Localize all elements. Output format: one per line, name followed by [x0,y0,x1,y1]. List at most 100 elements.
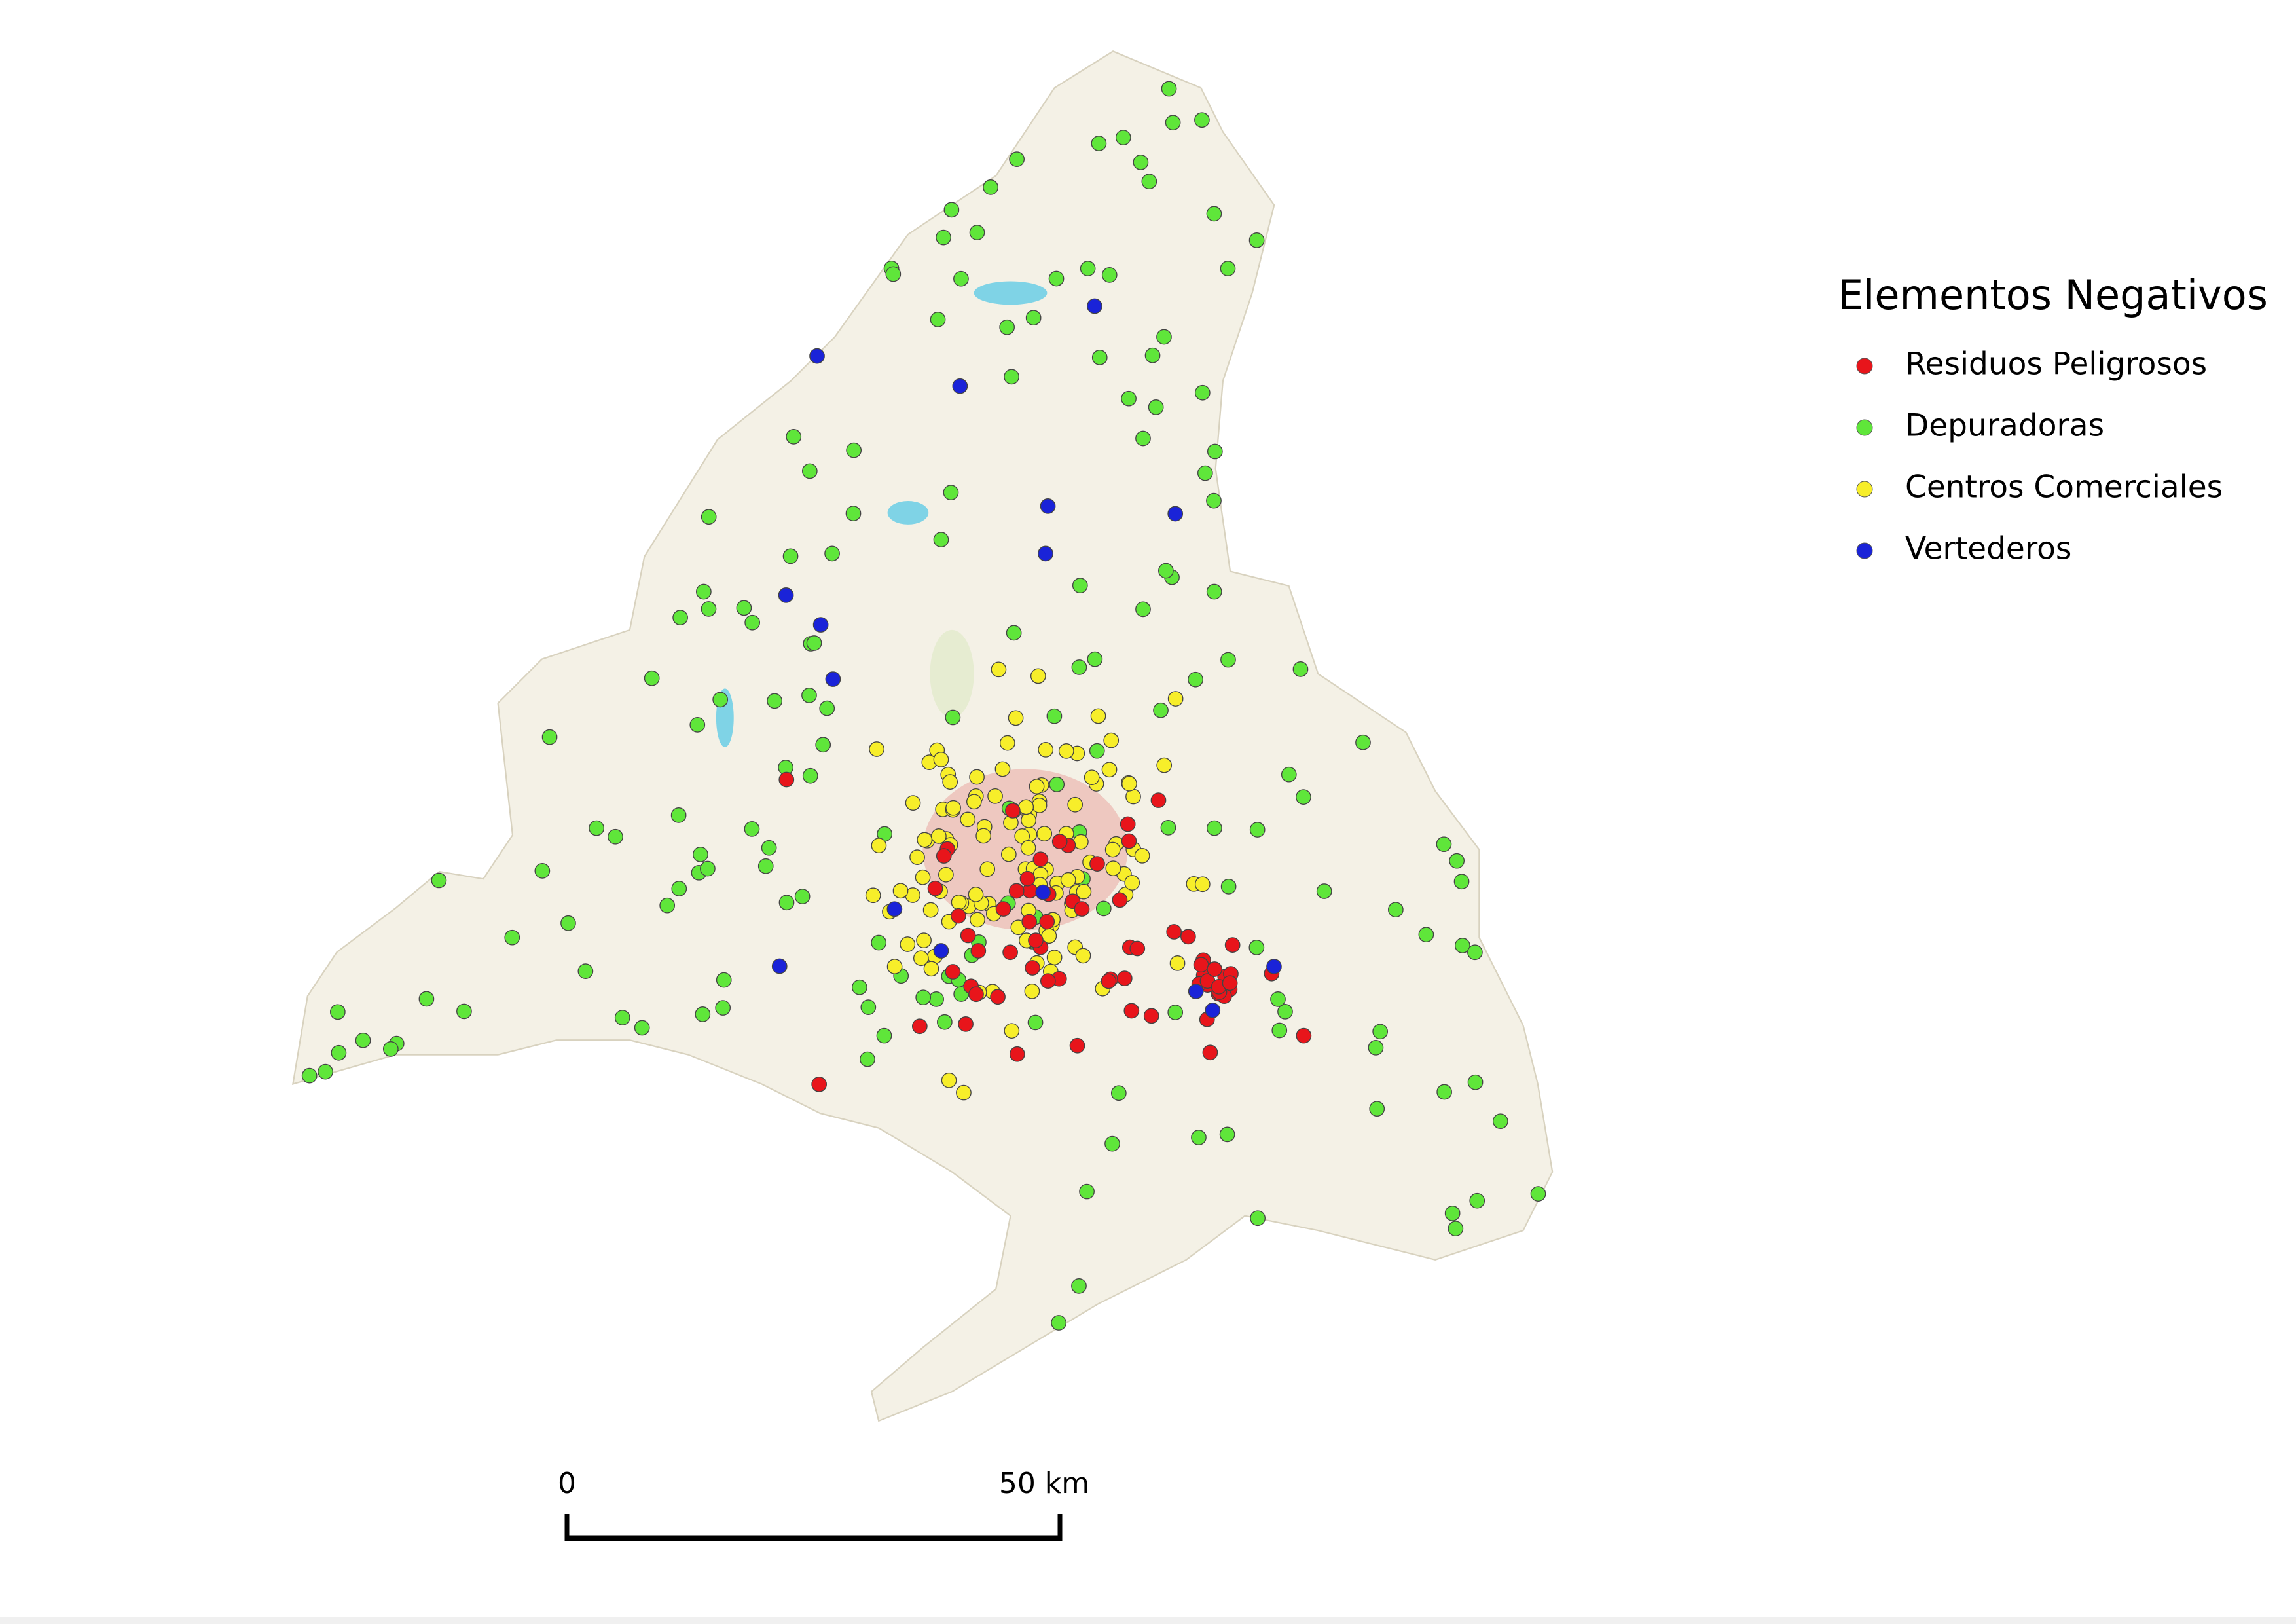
site-marker [1009,1046,1025,1062]
site-marker [911,1018,928,1035]
site-marker [1006,625,1022,641]
site-marker [951,908,966,924]
site-marker [778,895,795,911]
legend-swatch [1856,358,1873,375]
site-marker [995,901,1011,917]
site-marker [1074,901,1090,917]
site-marker [970,912,985,928]
site-marker [1019,870,1036,887]
site-marker [1021,812,1036,828]
site-marker [1046,950,1063,965]
site-marker [1123,1003,1140,1019]
site-marker [1193,957,1209,973]
site-marker [905,795,921,811]
site-marker [1161,81,1177,97]
site-marker [885,266,902,282]
site-marker [329,1004,346,1020]
site-marker [916,932,932,949]
site-marker [933,752,949,767]
legend-swatch [1856,419,1873,436]
site-marker [801,688,817,703]
site-marker [1008,883,1025,899]
site-marker [1027,1014,1044,1031]
site-marker [945,800,961,816]
site-marker [1051,834,1068,850]
site-marker [1076,883,1092,900]
site-marker [1202,1044,1218,1061]
site-marker [608,828,623,845]
site-marker [715,1000,731,1016]
site-marker [1148,399,1164,415]
site-marker [1018,799,1034,815]
site-marker [871,934,887,951]
site-marker [782,548,799,564]
site-marker [1087,298,1102,314]
site-marker [1134,847,1150,864]
site-marker [968,887,984,902]
site-marker [865,887,881,904]
site-marker [892,883,909,899]
site-marker [1121,833,1137,849]
site-marker [1079,1183,1095,1200]
site-marker [1058,743,1074,759]
site-marker [1197,465,1213,481]
site-marker [975,828,992,844]
site-marker [1169,955,1186,971]
site-marker [355,1032,371,1048]
site-marker [917,832,933,848]
site-marker [456,1003,472,1020]
site-marker [1089,856,1105,872]
region-map [292,50,1554,1422]
site-marker [1167,691,1184,707]
site-marker [1369,1101,1385,1117]
site-marker [1436,836,1452,853]
site-marker [1049,777,1065,792]
site-marker [1135,430,1151,447]
site-marker [614,1010,630,1025]
site-marker [382,1041,399,1057]
site-marker [767,693,783,709]
site-marker [860,999,877,1016]
site-marker [999,319,1015,335]
site-marker [1048,270,1065,287]
site-marker [1129,940,1146,957]
site-marker [771,958,788,974]
legend: Residuos Peligrosos Depuradoras Centros Co… [1856,346,2223,567]
site-marker [860,1051,875,1067]
site-marker [1101,267,1118,283]
legend-label: Vertederos [1905,531,2071,567]
site-marker [1167,506,1184,522]
site-marker [1039,913,1055,930]
site-marker [1156,757,1173,773]
site-marker [937,1014,953,1030]
site-marker [1270,991,1286,1007]
site-marker [1194,876,1211,893]
site-marker [1144,347,1161,363]
site-marker [1469,1192,1485,1209]
site-marker [1000,846,1017,862]
site-marker [952,378,968,394]
site-marker [736,600,752,616]
site-marker [824,545,840,562]
site-marker [1008,710,1024,726]
site-marker [672,610,688,625]
site-marker [1492,1113,1508,1130]
site-marker [744,821,760,837]
site-marker [886,901,903,917]
site-marker [1188,671,1203,688]
site-marker [1167,1005,1184,1020]
site-marker [1080,261,1096,276]
site-marker [1206,583,1222,600]
site-marker [915,869,931,885]
site-marker [909,849,925,865]
site-marker [1038,742,1054,758]
site-marker [1089,743,1105,759]
site-marker [923,961,939,977]
site-marker [960,927,976,944]
site-marker [1105,860,1121,876]
site-marker [1035,884,1051,900]
site-marker [534,863,551,879]
site-marker [930,312,946,327]
site-marker [990,989,1006,1005]
